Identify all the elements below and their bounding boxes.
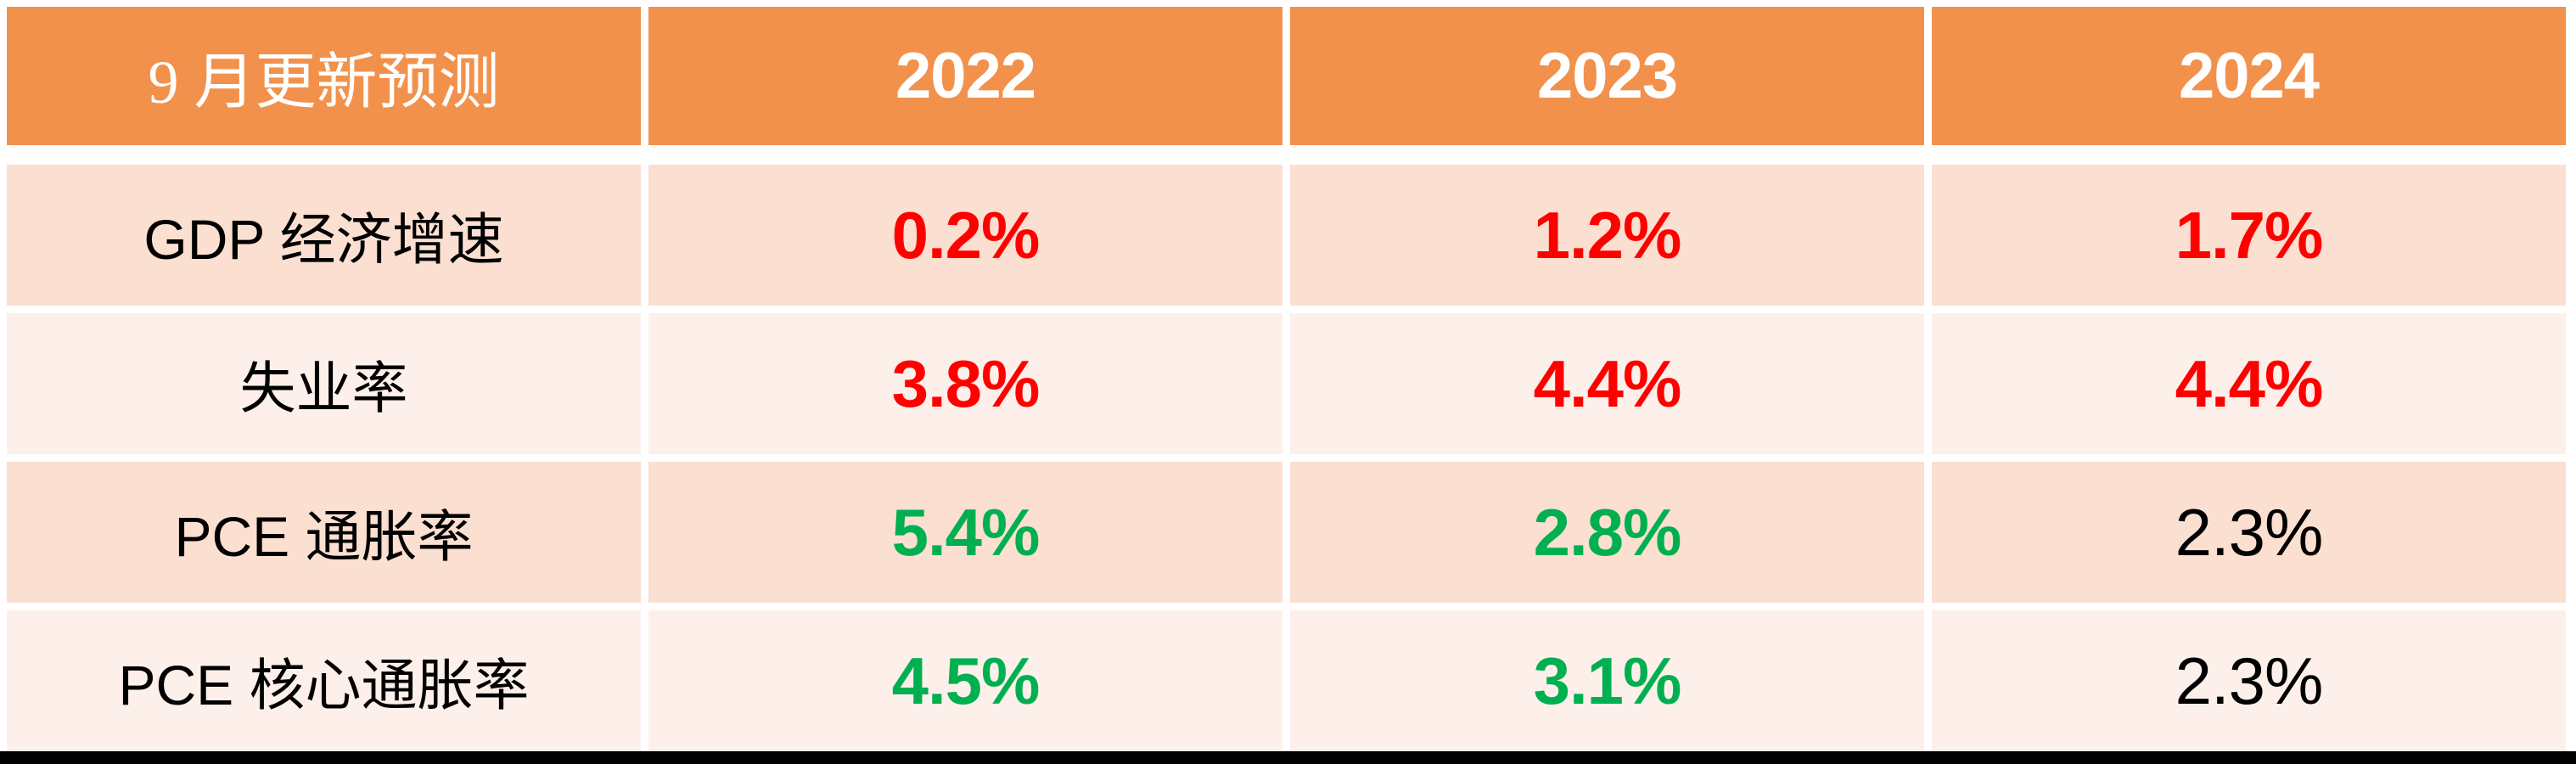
header-title-cell: 9 月更新预测 — [7, 7, 641, 145]
value-gdp-2024: 1.7% — [1932, 165, 2566, 306]
forecast-table: 9 月更新预测 2022 2023 2024 GDP 经济增速 0.2% 1.2… — [7, 7, 2566, 751]
row-label: PCE 核心通胀率 — [7, 610, 641, 751]
bottom-black-bar — [0, 751, 2576, 764]
header-year-2023: 2023 — [1290, 7, 1924, 145]
value-pce-core-2022: 4.5% — [648, 610, 1282, 751]
row-pce-core-inflation: PCE 核心通胀率 4.5% 3.1% 2.3% — [7, 610, 2566, 751]
header-year-2024: 2024 — [1932, 7, 2566, 145]
row-label: GDP 经济增速 — [7, 165, 641, 306]
value-gdp-2022: 0.2% — [648, 165, 1282, 306]
value-gdp-2023: 1.2% — [1290, 165, 1924, 306]
header-year-2022: 2022 — [648, 7, 1282, 145]
value-unemployment-2022: 3.8% — [648, 313, 1282, 454]
value-pce-core-2024: 2.3% — [1932, 610, 2566, 751]
row-unemployment-rate: 失业率 3.8% 4.4% 4.4% — [7, 313, 2566, 454]
table-header-row: 9 月更新预测 2022 2023 2024 — [7, 7, 2566, 145]
value-pce-2024: 2.3% — [1932, 462, 2566, 603]
value-pce-2023: 2.8% — [1290, 462, 1924, 603]
row-gdp-growth: GDP 经济增速 0.2% 1.2% 1.7% — [7, 165, 2566, 306]
row-label: 失业率 — [7, 313, 641, 454]
value-pce-2022: 5.4% — [648, 462, 1282, 603]
value-pce-core-2023: 3.1% — [1290, 610, 1924, 751]
row-pce-inflation: PCE 通胀率 5.4% 2.8% 2.3% — [7, 462, 2566, 603]
value-unemployment-2023: 4.4% — [1290, 313, 1924, 454]
row-label: PCE 通胀率 — [7, 462, 641, 603]
value-unemployment-2024: 4.4% — [1932, 313, 2566, 454]
